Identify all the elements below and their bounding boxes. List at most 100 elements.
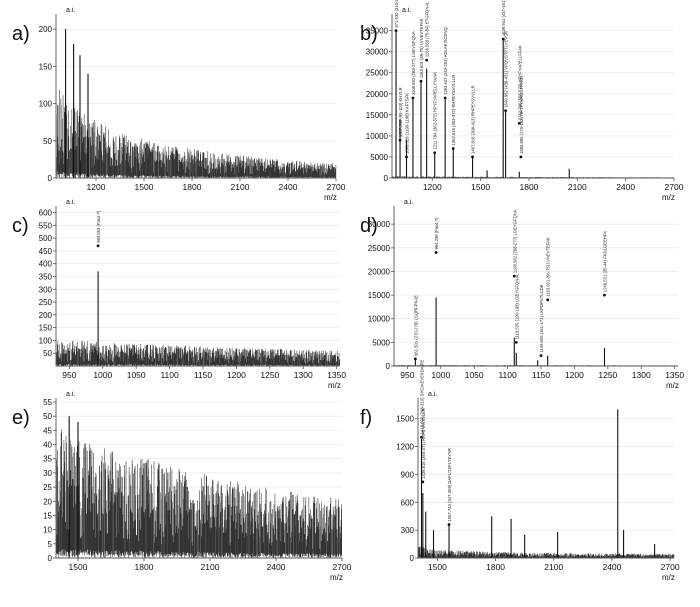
- panel-letter: b): [360, 23, 378, 45]
- x-tick-label: 2400: [279, 182, 298, 192]
- y-tick-label: 10000: [366, 132, 389, 141]
- y-tick-label: 25000: [368, 244, 391, 253]
- x-tick-label: 1350: [665, 370, 684, 380]
- x-axis-label: m/z: [324, 193, 337, 202]
- y-tick-label: 100: [39, 336, 53, 345]
- x-tick-label: 2100: [231, 182, 250, 192]
- x-axis-label: m/z: [328, 381, 341, 390]
- peak-annotation: 1163.601 (66-75) LVNEVTEFAK: [546, 237, 551, 297]
- peak-annotation: 961.501 (270-278) LSQRFPKAE: [413, 295, 418, 356]
- panel-c: c) a.i. m/z 993.563 (Fas4-?) 950 1000 1050 1100…: [12, 199, 346, 390]
- x-tick-label: 1250: [260, 370, 279, 380]
- y-tick-label: 5: [48, 540, 53, 549]
- peak-marker: [419, 79, 423, 83]
- y-tick-label: 600: [39, 209, 53, 218]
- panel-a: a) a.i. m/z 1200 1500 1800 2100 2400 2700 0 50 100 1…: [12, 7, 346, 202]
- peak-annotation: 1467.816 (398-413) RHPEYSVVLLR: [471, 86, 476, 154]
- peak-marker: [539, 354, 543, 357]
- y-tick-label: 1200: [396, 443, 414, 452]
- x-tick-label: 1300: [632, 370, 651, 380]
- x-tick-label: 1250: [598, 370, 617, 380]
- peak-annotation: 1211.784 (362-372) HPYFYAPELLYYANK: [433, 72, 438, 150]
- y-tick-label: 0: [48, 554, 53, 563]
- x-tick-label: 1800: [520, 182, 539, 192]
- x-tick-label: 2100: [201, 562, 220, 572]
- y-tick-label: 25: [43, 483, 52, 492]
- peak-annotation: 1649.962 (438-451) VPQVSTPTLVEVSR: [504, 31, 509, 108]
- peak-marker: [96, 244, 100, 248]
- peak-annotation: 1249.621 (35-44) FKDLGEEHFK: [602, 231, 607, 292]
- y-tick-label: 350: [39, 272, 53, 281]
- peak-marker: [471, 155, 474, 159]
- peak-annotation: 1108.582 (268-277) LGEYGFQNA: [411, 31, 416, 95]
- x-tick-label: 1150: [194, 370, 213, 380]
- peak-marker: [603, 293, 606, 297]
- y-tick-label: 0: [384, 174, 389, 183]
- y-axis-label: a.i.: [66, 7, 75, 14]
- peak-marker: [451, 147, 455, 150]
- x-axis-label: m/z: [662, 193, 675, 202]
- y-axis-label: a.i.: [402, 7, 411, 14]
- y-tick-label: 250: [39, 298, 53, 307]
- y-tick-label: 10000: [368, 315, 391, 324]
- peak-annotation: 1166.568 (75-84) ETGFQNAL: [425, 1, 430, 57]
- x-tick-label: 1300: [294, 370, 313, 380]
- y-axis-label: a.i.: [428, 391, 437, 398]
- y-tick-label: 10: [43, 526, 52, 535]
- peak-marker: [398, 138, 402, 142]
- y-tick-label: 600: [401, 498, 415, 507]
- x-tick-label: 1500: [69, 562, 88, 572]
- y-tick-label: 20000: [368, 267, 391, 276]
- y-tick-label: 35000: [366, 27, 389, 36]
- panel-letter: d): [360, 215, 378, 237]
- peak-annotation: 994.238 (Fas4-?): [434, 217, 439, 250]
- x-tick-label: 2700: [327, 182, 346, 192]
- x-tick-label: 2100: [544, 562, 563, 572]
- peak-annotation: 1439.816 (360-371) RHPEYAVSVLLR: [421, 408, 426, 479]
- peak-marker: [420, 435, 423, 439]
- y-tick-label: 0: [386, 362, 391, 371]
- y-tick-label: 15: [43, 511, 52, 520]
- x-tick-label: 1500: [471, 182, 490, 192]
- y-tick-label: 30000: [366, 48, 389, 57]
- y-tick-label: 5000: [370, 153, 388, 162]
- x-tick-label: 1000: [93, 370, 112, 380]
- y-tick-label: 15000: [366, 111, 389, 120]
- peak-marker: [512, 274, 516, 278]
- panel-f: f) a.i. m/z 1418.690 (298-310) SHCIAEVEKDAI…: [360, 360, 680, 582]
- y-tick-label: 200: [39, 311, 53, 320]
- peak-annotation: 1108.582 (268-277) LGEYGFQNA: [512, 209, 517, 273]
- x-tick-label: 2700: [665, 182, 684, 192]
- peak-marker: [394, 29, 398, 33]
- y-tick-label: 35: [43, 455, 52, 464]
- panel-b: b) a.i. m/z 971.530 (310-319) 1007.530 (95-1…: [360, 0, 684, 202]
- panel-letter: c): [12, 215, 29, 237]
- panel-letter: a): [12, 23, 30, 45]
- y-tick-label: 150: [39, 324, 53, 333]
- x-tick-label: 1800: [183, 182, 202, 192]
- x-tick-label: 2400: [616, 182, 635, 192]
- y-tick-label: 0: [410, 554, 415, 563]
- x-tick-label: 1200: [565, 370, 584, 380]
- peak-marker: [425, 58, 429, 62]
- y-tick-label: 400: [39, 260, 53, 269]
- peak-annotation: 1742.786 (558-570) HPYFYAPELLFFAK: [517, 45, 522, 120]
- x-tick-label: 2400: [602, 562, 621, 572]
- y-tick-label: 0: [48, 174, 53, 183]
- y-tick-label: 200: [39, 25, 53, 34]
- peak-annotation: 1007.530 (95-103) KHYLR: [398, 88, 403, 138]
- y-tick-label: 30000: [368, 220, 391, 229]
- y-tick-label: 900: [401, 470, 415, 479]
- y-tick-label: 300: [401, 526, 415, 535]
- x-tick-label: 1100: [160, 370, 179, 380]
- panel-d: d) a.i. m/z 961.501 (270-278) LSQRFPKAE 994.…: [360, 199, 684, 390]
- panel-letter: f): [360, 407, 372, 429]
- peak-annotation: 1639.941 (437-451) KVPQVSTPTLVEVSR: [501, 0, 506, 36]
- y-tick-label: 550: [39, 221, 53, 230]
- peak-annotation: 1149.605 (161-171) LKPDPNTLCDE: [539, 284, 544, 352]
- x-tick-label: 1200: [87, 182, 106, 192]
- peak-marker: [434, 251, 438, 254]
- x-tick-label: 1800: [135, 562, 154, 572]
- y-tick-label: 50: [43, 349, 52, 358]
